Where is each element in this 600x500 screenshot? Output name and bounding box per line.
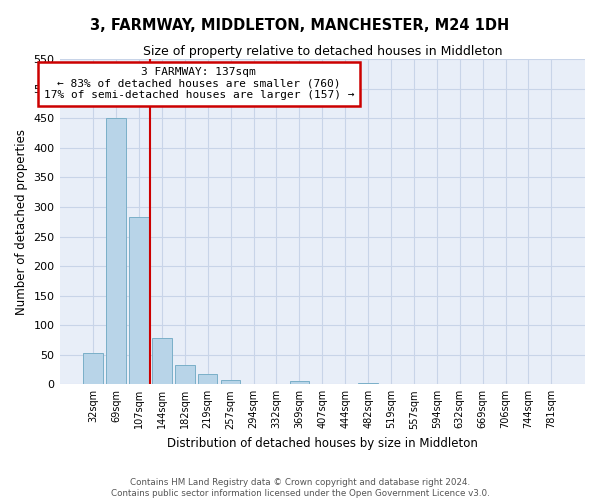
Bar: [221, 380, 241, 384]
Bar: [358, 382, 378, 384]
Bar: [198, 374, 217, 384]
Bar: [83, 353, 103, 384]
Bar: [175, 366, 194, 384]
Bar: [129, 217, 149, 384]
Bar: [152, 338, 172, 384]
Text: 3 FARMWAY: 137sqm
← 83% of detached houses are smaller (760)
17% of semi-detache: 3 FARMWAY: 137sqm ← 83% of detached hous…: [44, 68, 354, 100]
Bar: [106, 118, 126, 384]
Y-axis label: Number of detached properties: Number of detached properties: [15, 128, 28, 314]
Text: 3, FARMWAY, MIDDLETON, MANCHESTER, M24 1DH: 3, FARMWAY, MIDDLETON, MANCHESTER, M24 1…: [91, 18, 509, 32]
Bar: [290, 382, 309, 384]
Text: Contains HM Land Registry data © Crown copyright and database right 2024.
Contai: Contains HM Land Registry data © Crown c…: [110, 478, 490, 498]
Title: Size of property relative to detached houses in Middleton: Size of property relative to detached ho…: [143, 45, 502, 58]
X-axis label: Distribution of detached houses by size in Middleton: Distribution of detached houses by size …: [167, 437, 478, 450]
